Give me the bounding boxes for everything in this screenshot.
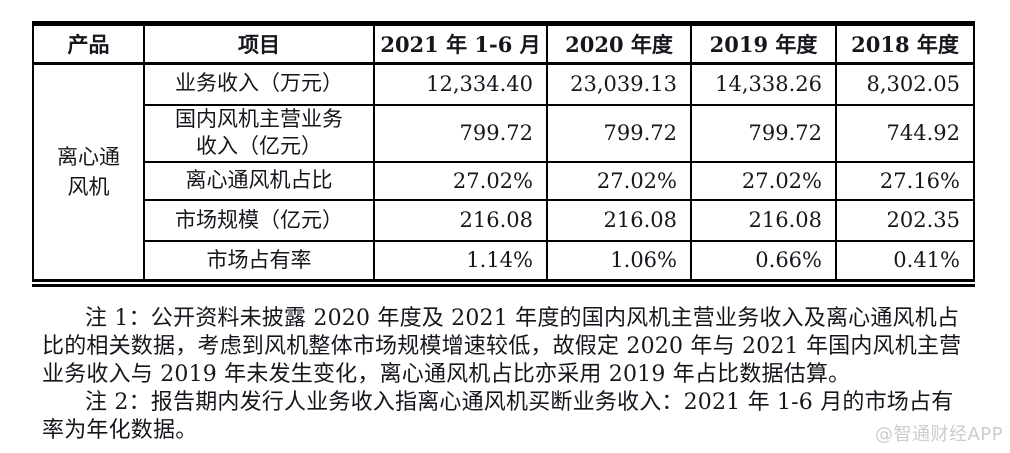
value-cell: 799.72 [546, 103, 692, 163]
footnotes: 注 1：公开资料未披露 2020 年度及 2021 年度的国内风机主营业务收入及… [42, 305, 987, 445]
value-cell: 744.92 [835, 103, 975, 163]
row-label-line: 收入（亿元） [196, 134, 322, 159]
value-cell: 216.08 [373, 198, 548, 242]
value-cell: 216.08 [690, 198, 837, 242]
table-row: 离心通风机占比 27.02% 27.02% 27.02% 27.16% [33, 160, 975, 201]
table-row: 市场规模（亿元） 216.08 216.08 216.08 202.35 [33, 198, 975, 242]
header-cell-item: 项目 [143, 22, 375, 65]
header-cell-2018: 2018 年度 [835, 22, 975, 65]
row-label: 国内风机主营业务 收入（亿元） [143, 103, 375, 163]
value-cell: 27.02% [546, 160, 692, 201]
table-row: 国内风机主营业务 收入（亿元） 799.72 799.72 799.72 744… [33, 103, 975, 163]
note-2-line: 注 2：报告期内发行人业务收入指离心通风机买断业务收入：2021 年 1-6 月… [85, 390, 954, 415]
note-2-line: 率为年化数据。 [42, 418, 198, 443]
row-label-line: 国内风机主营业务 [175, 106, 343, 131]
value-cell: 23,039.13 [546, 62, 692, 106]
value-cell: 1.06% [546, 239, 692, 284]
value-cell: 27.16% [835, 160, 975, 201]
value-cell: 1.14% [373, 239, 548, 284]
watermark: @智通财经APP [874, 424, 1003, 445]
value-cell: 27.02% [373, 160, 548, 201]
value-cell: 14,338.26 [690, 62, 837, 106]
product-line: 风机 [67, 174, 110, 199]
row-label: 离心通风机占比 [143, 160, 375, 201]
value-cell: 0.66% [690, 239, 837, 284]
value-cell: 202.35 [835, 198, 975, 242]
financial-table: 产品 项目 2021 年 1-6 月 2020 年度 2019 年度 2018 … [32, 21, 975, 287]
row-label: 业务收入（万元） [143, 62, 375, 106]
header-cell-product: 产品 [32, 22, 145, 65]
value-cell: 216.08 [546, 198, 692, 242]
note-1-line: 注 1：公开资料未披露 2020 年度及 2021 年度的国内风机主营业务收入及… [85, 306, 960, 331]
header-cell-2021h1: 2021 年 1-6 月 [373, 22, 548, 65]
note-1-line: 业务收入与 2019 年未发生变化，离心通风机占比亦采用 2019 年占比数据估… [42, 362, 851, 387]
row-label: 市场占有率 [143, 239, 375, 284]
value-cell: 12,334.40 [373, 62, 548, 106]
product-cell: 离心通 风机 [32, 62, 145, 284]
header-row: 产品 项目 2021 年 1-6 月 2020 年度 2019 年度 2018 … [32, 22, 975, 65]
value-cell: 27.02% [690, 160, 837, 201]
row-label: 市场规模（亿元） [143, 198, 375, 242]
product-line: 离心通 [57, 144, 120, 169]
table-row: 市场占有率 1.14% 1.06% 0.66% 0.41% [33, 239, 975, 284]
table-row: 离心通 风机 业务收入（万元） 12,334.40 23,039.13 14,3… [32, 62, 975, 284]
value-cell: 799.72 [690, 103, 837, 163]
note-1-line: 比的相关数据，考虑到风机整体市场规模增速较低，故假定 2020 年与 2021 … [42, 334, 962, 359]
header-cell-2019: 2019 年度 [690, 22, 837, 65]
value-cell: 8,302.05 [835, 62, 975, 106]
header-cell-2020: 2020 年度 [546, 22, 692, 65]
value-cell: 0.41% [835, 239, 975, 284]
value-cell: 799.72 [373, 103, 548, 163]
